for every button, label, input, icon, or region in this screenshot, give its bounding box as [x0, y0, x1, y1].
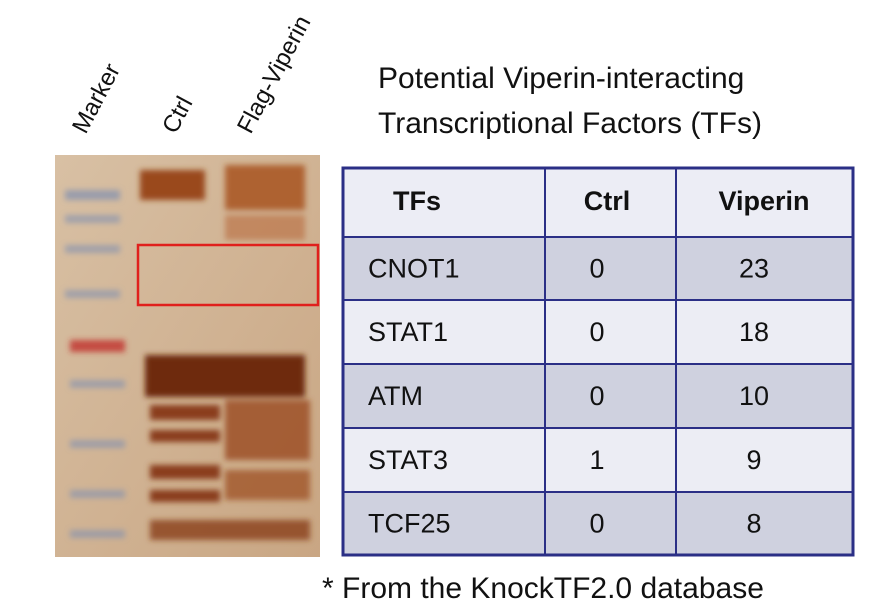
cell: 23 [739, 254, 769, 284]
table-row [343, 237, 853, 300]
cell: 0 [589, 317, 604, 347]
table-row [343, 428, 853, 492]
footnote: * From the KnockTF2.0 database [322, 572, 764, 605]
cell: TCF25 [368, 509, 451, 539]
table-row [343, 492, 853, 555]
cell: 18 [739, 317, 769, 347]
header-cell: Ctrl [584, 186, 631, 216]
cell: 0 [589, 381, 604, 411]
table-row [343, 300, 853, 364]
title-line: Transcriptional Factors (TFs) [378, 107, 762, 140]
cell: 9 [746, 445, 761, 475]
title-line: Potential Viperin-interacting [378, 62, 744, 95]
table-border [341, 166, 855, 557]
cell: STAT1 [368, 317, 448, 347]
lane-label: Marker [67, 59, 126, 138]
cell: STAT3 [368, 445, 448, 475]
cell: 8 [746, 509, 761, 539]
cell: 0 [589, 509, 604, 539]
header-cell: TFs [393, 186, 441, 216]
cell: 0 [589, 254, 604, 284]
lane-label: Ctrl [157, 92, 198, 138]
header-cell: Viperin [718, 186, 809, 216]
lane-label: Flag-Viperin [232, 11, 316, 138]
table-row [343, 364, 853, 428]
cell: ATM [368, 381, 423, 411]
cell: 10 [739, 381, 769, 411]
gel-image [55, 155, 320, 557]
cell: 1 [589, 445, 604, 475]
cell: CNOT1 [368, 254, 460, 284]
header-row [343, 168, 853, 237]
